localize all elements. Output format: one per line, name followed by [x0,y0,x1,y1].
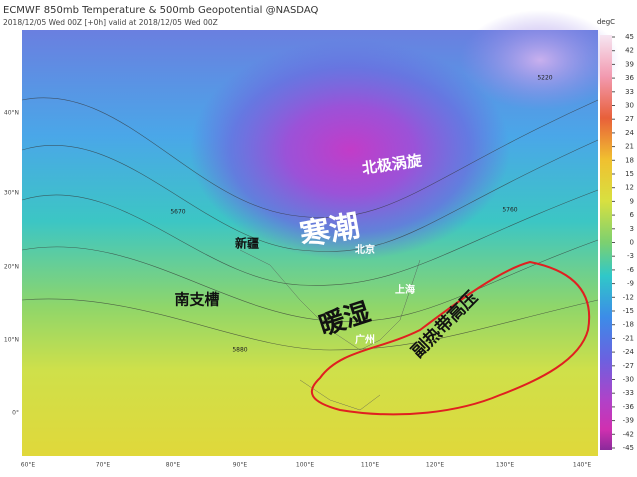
colorbar-label: 0 [630,239,634,247]
colorbar-label: 21 [625,143,634,151]
longitude-label: 140°E [573,462,591,469]
polar-vortex-shade [190,40,510,260]
colorbar-label: -39 [623,417,634,425]
subtitle: 2018/12/05 Wed 00Z [+0h] valid at 2018/1… [3,18,218,27]
colorbar-label: -15 [623,307,634,315]
coastlines [239,249,421,411]
colorbar-label: -45 [623,444,634,452]
contour-label: 5220 [537,75,552,82]
colorbar-label: -18 [623,321,634,329]
colorbar-label: -27 [623,362,634,370]
latitude-label: 40°N [4,110,19,117]
colorbar-label: 12 [625,184,634,192]
longitude-label: 80°E [166,462,181,469]
colorbar-label: -24 [623,348,635,356]
colorbar-label: 36 [625,74,634,82]
colorbar [600,35,612,450]
colorbar-label: 30 [625,102,634,110]
latitude-label: 20°N [4,264,19,271]
colorbar-label: -33 [623,389,634,397]
colorbar-label: 39 [625,60,634,68]
colorbar-label: -9 [627,280,634,288]
colorbar-label: -42 [623,430,634,438]
contour-label: 5670 [170,209,185,216]
contour-label: 5760 [502,207,517,214]
longitude-label: 60°E [21,462,36,469]
colorbar-label: 45 [625,33,634,41]
longitude-label: 70°E [96,462,111,469]
colorbar-label: 15 [625,170,634,178]
colorbar-label: -12 [623,293,634,301]
colorbar-label: 3 [630,225,634,233]
colorbar-label: 24 [625,129,634,137]
colorbar-label: -3 [627,252,634,260]
colorbar-label: 6 [630,211,635,219]
latitude-label: 10°N [4,337,19,344]
colorbar-label: -6 [627,266,635,274]
colorbar-label: -21 [623,334,634,342]
longitude-label: 90°E [233,462,248,469]
title: ECMWF 850mb Temperature & 500mb Geopoten… [3,5,318,16]
colorbar-label: -36 [623,403,635,411]
colorbar-label: -30 [623,376,634,384]
colorbar-label: 9 [630,197,634,205]
contour-label: 5880 [232,347,247,354]
colorbar-label: 33 [625,88,634,96]
longitude-label: 110°E [361,462,379,469]
upper-right-shade [460,10,620,110]
colorbar-label: 27 [625,115,634,123]
latitude-label: 30°N [4,190,19,197]
annotation: 广州 [355,333,375,346]
longitude-label: 100°E [296,462,314,469]
colorbar-unit: degC [597,18,615,26]
subtropical-high-outline [310,260,591,416]
longitude-label: 120°E [426,462,444,469]
annotation: 北京 [355,243,375,256]
annotation: 上海 [395,283,415,296]
colorbar-label: 18 [625,156,634,164]
latitude-label: 0° [12,410,19,417]
annotation: 新疆 [235,236,259,251]
longitude-label: 130°E [496,462,514,469]
annotation: 南支槽 [174,291,219,309]
colorbar-label: 42 [625,47,634,55]
